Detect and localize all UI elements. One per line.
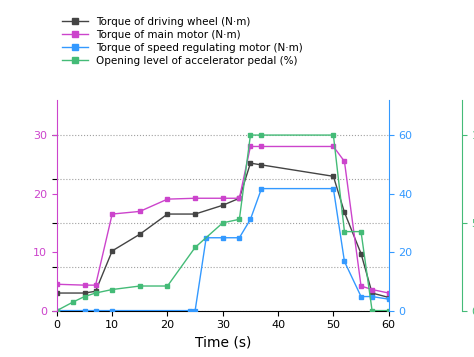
Legend: Torque of driving wheel (N·m), Torque of main motor (N·m), Torque of speed regul: Torque of driving wheel (N·m), Torque of…	[62, 17, 303, 66]
X-axis label: Time (s): Time (s)	[195, 336, 251, 350]
